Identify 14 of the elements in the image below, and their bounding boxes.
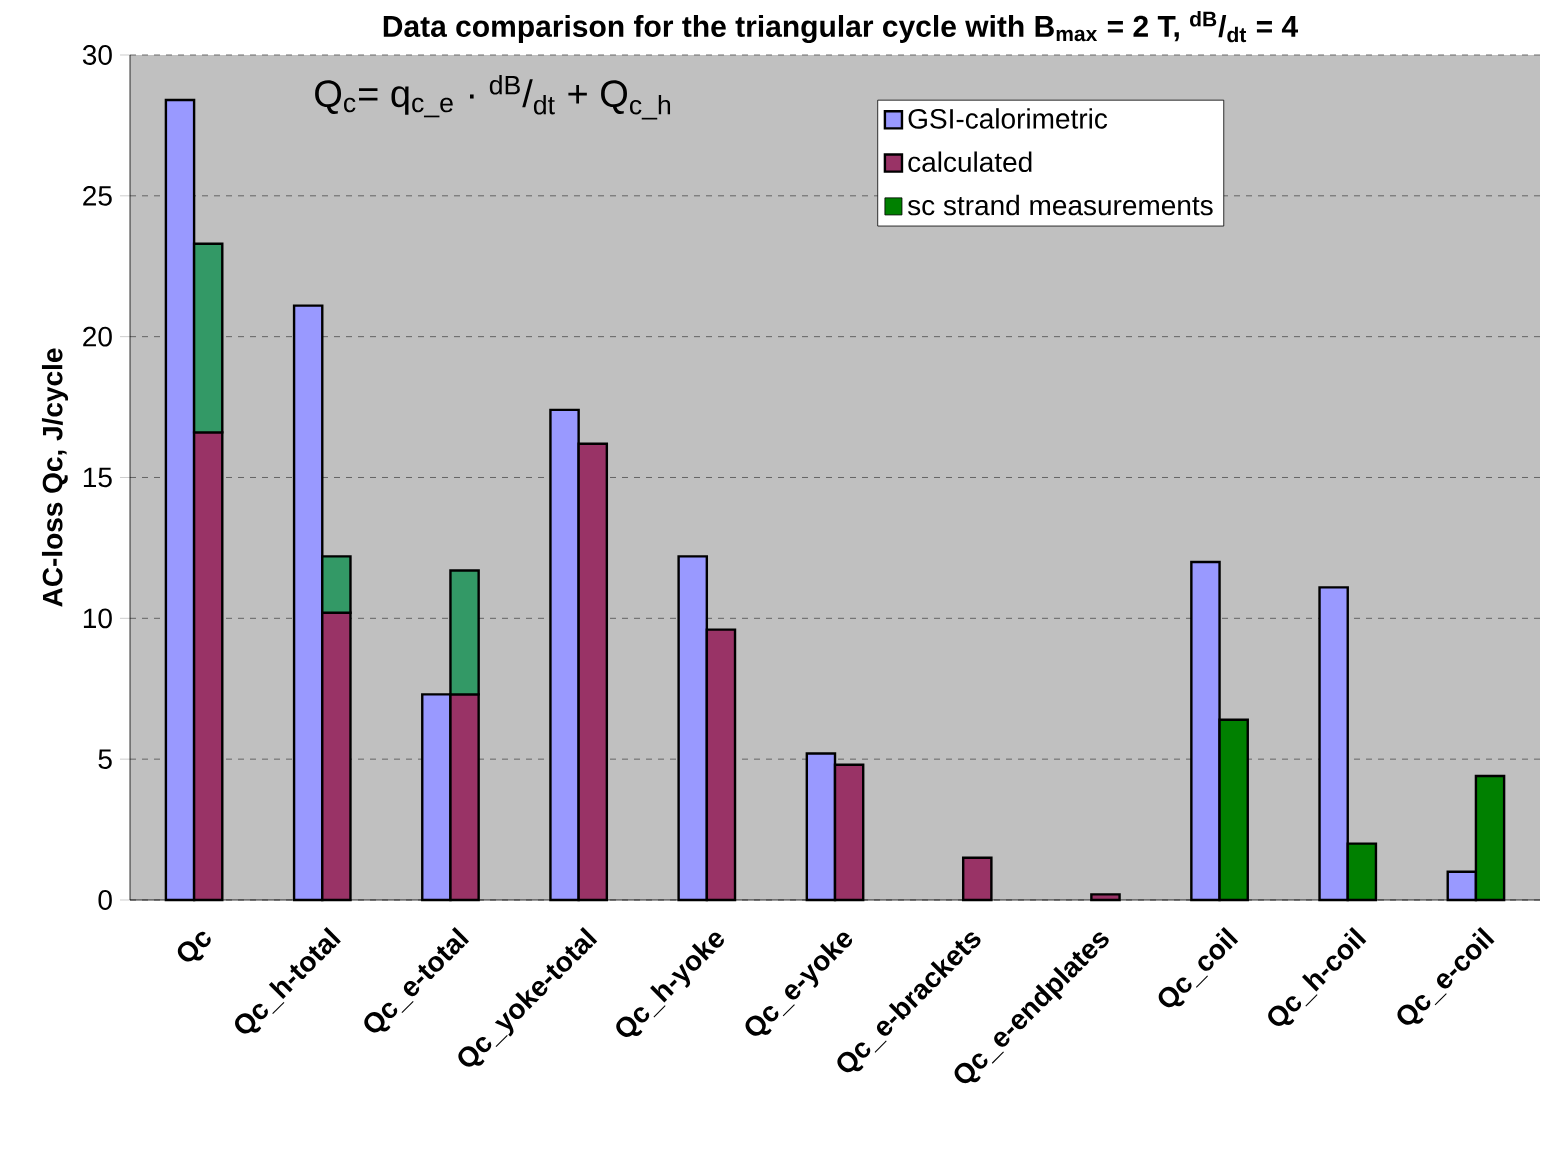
- y-tick-label: 5: [98, 749, 112, 769]
- y-tick-label: 10: [83, 608, 112, 629]
- x-tick-label: Qc: [177, 931, 211, 962]
- y-tick-label: 20: [83, 326, 112, 347]
- legend-label: sc strand measurements: [907, 194, 1213, 216]
- y-tick-label: 30: [82, 45, 112, 65]
- y-tick-label: 15: [83, 467, 112, 488]
- legend-label: GSI-calorimetric: [908, 108, 1108, 129]
- y-tick-label: 0: [98, 890, 112, 910]
- y-tick-label: 25: [83, 185, 112, 206]
- legend-label: calculated: [908, 151, 1032, 173]
- text: Q$_{c}$= q$_{c_e}$ · $^{dB}$/$_{dt}$ + Q$_{c_h}$: [315, 75, 671, 120]
- y-axis-title: AC-loss Qc, J/cycle: [41, 348, 69, 607]
- chart-title: Data comparison for the triangular cycle with B$_{max}$ = 2 T, $^{dB}$/$_{dt}$ = 4: [383, 11, 1299, 44]
